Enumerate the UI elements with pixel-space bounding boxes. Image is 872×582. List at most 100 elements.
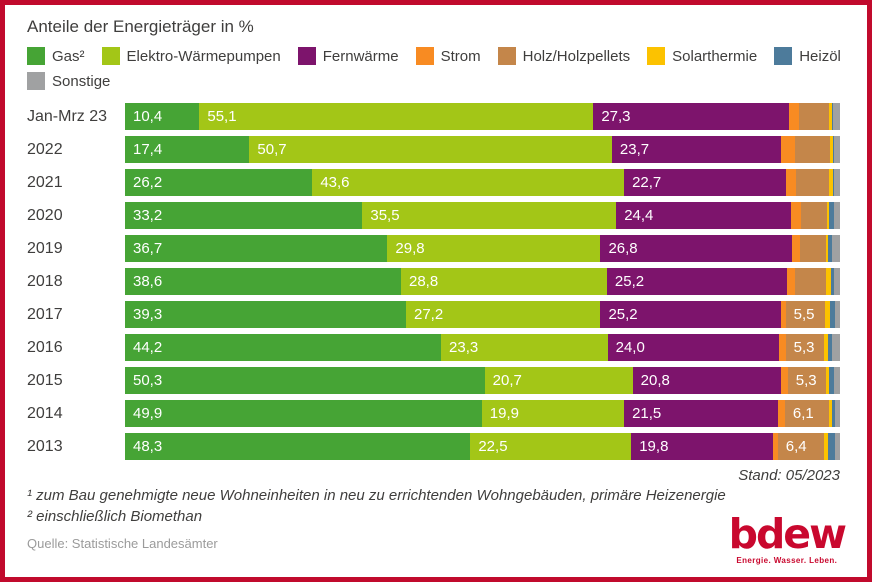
bar-segment-solar [826,268,832,295]
chart-row-2015: 2015 50,3 20,7 20,8 5,3 [27,367,840,394]
bar-value-label: 50,3 [133,372,163,389]
bar-value-label: 21,5 [632,405,662,422]
bar-segment-heizoel [832,103,833,130]
bar-segment-holz: 6,1 [784,400,829,427]
bar-segment-heizoel [832,169,835,196]
bar-segment-strom [787,268,795,295]
bar-segment-solar [829,169,833,196]
bar-value-label: 22,7 [632,174,662,191]
footnote-1: ¹ zum Bau genehmigte neue Wohneinheiten … [27,487,726,504]
bar-track: 17,4 50,7 23,7 [125,136,840,163]
footnotes: ¹ zum Bau genehmigte neue Wohneinheiten … [27,485,867,527]
bar-segment-strom [786,169,796,196]
row-year-label: 2014 [27,404,63,422]
bar-segment-holz: 6,4 [777,433,824,460]
bar-value-label: 19,8 [639,438,669,455]
bar-value-label: 36,7 [133,240,163,257]
legend-item-heizoel: Heizöl [774,47,841,65]
bar-segment-strom [792,235,800,262]
bar-segment-holz [794,268,827,295]
bar-value-label: 24,0 [615,339,645,356]
chart-row-2016: 2016 44,2 23,3 24,0 5,3 [27,334,840,361]
bar-segment-ewp: 22,5 [470,433,632,460]
legend-item-fernwaerme: Fernwärme [297,47,399,65]
bar-value-label: 25,2 [614,273,645,290]
chart-row-2017: 2017 39,3 27,2 25,2 5,5 [27,301,840,328]
legend-label: Solarthermie [672,47,758,65]
bar-segment-gas: 49,9 [125,400,482,427]
bar-segment-gas: 39,3 [125,301,406,328]
stacked-bar-chart: Jan-Mrz 23 10,4 55,1 27,3 2022 17,4 50,7 23,7 20… [5,103,867,460]
bar-segment-gas: 33,2 [125,202,363,229]
legend-swatch-heizoel [774,47,793,65]
legend-swatch-gas [27,47,45,65]
bar-value-label: 26,2 [133,174,163,191]
legend-item-sonstige: Sonstige [27,72,110,90]
bar-value-label: 38,6 [133,273,163,290]
bar-segment-strom [790,202,801,229]
bar-segment-sonstige [833,202,840,229]
bar-segment-heizoel [827,235,833,262]
bar-value-label: 55,1 [207,108,237,125]
legend-swatch-strom [415,47,434,65]
legend-swatch-holz [497,47,516,65]
legend-item-gas: Gas² [27,47,85,65]
chart-row-2019: 2019 36,7 29,8 26,8 [27,235,840,262]
bar-segment-heizoel [832,136,835,163]
bar-segment-fernwaerme: 19,8 [631,433,773,460]
bar-segment-fernwaerme: 24,4 [616,202,791,229]
bar-segment-heizoel [829,367,835,394]
bar-segment-gas: 48,3 [125,433,471,460]
bar-segment-solar [823,433,828,460]
bar-segment-solar [827,202,830,229]
bar-segment-fernwaerme: 23,7 [611,136,782,163]
bar-segment-holz: 5,3 [785,334,824,361]
bar-segment-sonstige [834,367,840,394]
bar-track: 33,2 35,5 24,4 [125,202,840,229]
bar-segment-fernwaerme: 27,3 [593,103,789,130]
bar-value-label: 5,3 [793,339,815,356]
legend-label: Strom [440,47,481,65]
bar-segment-sonstige [832,334,840,361]
bar-segment-gas: 38,6 [125,268,401,295]
legend-label: Elektro-Wärmepumpen [126,47,281,65]
bar-segment-ewp: 29,8 [387,235,601,262]
footnote-2: ² einschließlich Biomethan [27,508,203,525]
bar-value-label: 5,5 [793,306,815,323]
bar-segment-holz [794,136,830,163]
bar-segment-holz: 5,5 [785,301,825,328]
chart-row-2020: 2020 33,2 35,5 24,4 [27,202,840,229]
bar-value-label: 24,4 [624,207,654,224]
bar-value-label: 25,2 [608,306,638,323]
bar-segment-sonstige [833,268,840,295]
bar-value-label: 35,5 [370,207,400,224]
bar-value-label: 5,3 [795,372,817,389]
bar-segment-holz: 5,3 [787,367,826,394]
chart-row-2021: 2021 26,2 43,6 22,7 [27,169,840,196]
bar-segment-solar [828,400,833,427]
bar-segment-solar [825,367,830,394]
bar-value-label: 33,2 [133,207,163,224]
bar-value-label: 20,7 [492,372,522,389]
bar-segment-gas: 36,7 [125,235,388,262]
bar-value-label: 44,2 [133,339,163,356]
bar-segment-ewp: 55,1 [199,103,594,130]
bar-segment-gas: 17,4 [125,136,250,163]
source-note: Quelle: Statistische Landesämter [27,536,218,551]
bar-track: 10,4 55,1 27,3 [125,103,840,130]
bar-segment-sonstige [832,103,840,130]
bar-segment-holz [799,235,826,262]
bar-segment-sonstige [832,235,840,262]
bar-track: 48,3 22,5 19,8 6,4 [125,433,840,460]
bar-segment-holz [799,103,830,130]
chart-row-2014: 2014 49,9 19,9 21,5 6,1 [27,400,840,427]
bar-track: 38,6 28,8 25,2 [125,268,840,295]
bar-segment-solar [824,301,830,328]
bar-segment-ewp: 35,5 [362,202,617,229]
bar-track: 36,7 29,8 26,8 [125,235,840,262]
bar-value-label: 10,4 [133,108,163,125]
legend-label: Heizöl [799,47,841,65]
chart-row-2022: 2022 17,4 50,7 23,7 [27,136,840,163]
bar-value-label: 43,6 [320,174,350,191]
